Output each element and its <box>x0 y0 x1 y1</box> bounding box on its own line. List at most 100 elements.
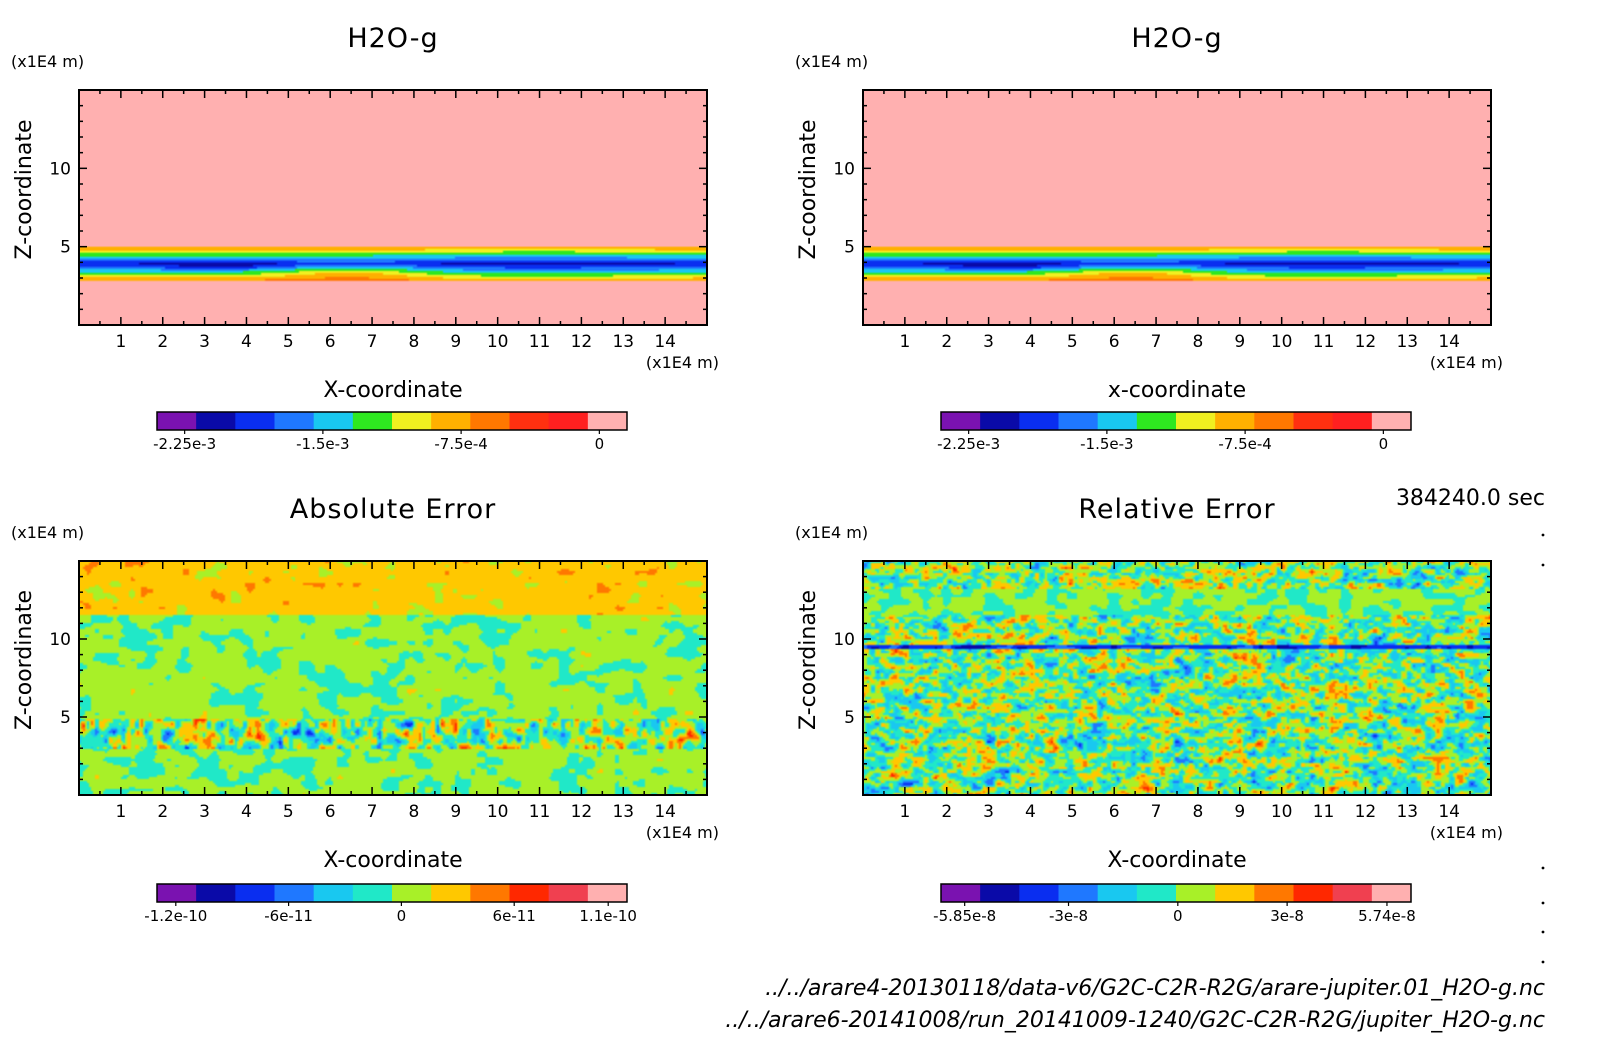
colorbar-tick-label: -5.85e-8 <box>933 907 996 925</box>
margin-dot <box>1541 930 1545 934</box>
chart-title: Absolute Error <box>290 494 496 525</box>
colorbar-swatch <box>313 412 354 430</box>
colorbar-swatch <box>392 884 432 902</box>
colorbar-swatch <box>1136 412 1177 430</box>
x-tick-label: 10 <box>487 332 509 352</box>
y-tick-label: 10 <box>833 630 855 650</box>
colorbar-swatch <box>941 884 981 902</box>
colorbar-swatch <box>1176 884 1216 902</box>
colorbar-swatch <box>470 884 510 902</box>
colorbar-swatch <box>196 884 236 902</box>
colorbar-tick-label: -2.25e-3 <box>937 435 1000 453</box>
x-tick-label: 4 <box>241 802 252 822</box>
colorbar-swatch <box>470 412 510 430</box>
chart-title: H2O-g <box>347 23 438 54</box>
colorbar-frame <box>940 411 1412 431</box>
colorbar-swatch <box>941 412 981 430</box>
y-axis-label: Z-coordinate <box>12 590 37 730</box>
colorbar-swatch <box>1215 412 1255 430</box>
colorbar-swatch <box>1293 412 1334 430</box>
colorbar-swatch <box>196 412 236 430</box>
heatmap-field <box>79 561 707 795</box>
x-tick-label: 9 <box>450 802 461 822</box>
chart-panel: H2O-g(x1E4 m)1 2 3 4 5 6 7 8 9 10 11 12 13 14(x1E4 m)… <box>11 23 719 453</box>
colorbar-swatch <box>1019 884 1059 902</box>
x-tick-label: 11 <box>1313 332 1335 352</box>
y-unit-label: (x1E4 m) <box>11 523 84 542</box>
x-tick-label: 7 <box>1151 802 1162 822</box>
colorbar-swatch <box>1293 884 1334 902</box>
x-unit-label: (x1E4 m) <box>1430 823 1503 842</box>
colorbar-swatch <box>1019 412 1059 430</box>
x-axis-label: X-coordinate <box>1107 848 1246 873</box>
x-tick-label: 2 <box>157 802 168 822</box>
y-unit-label: (x1E4 m) <box>795 52 868 71</box>
y-tick-label: 5 <box>60 238 71 258</box>
colorbar-tick-label: 0 <box>1173 907 1183 925</box>
x-tick-label: 14 <box>654 802 676 822</box>
colorbar-swatch <box>1254 884 1294 902</box>
x-tick-label: 4 <box>1025 332 1036 352</box>
y-unit-label: (x1E4 m) <box>11 52 84 71</box>
colorbar-swatch <box>157 884 197 902</box>
y-tick-label: 5 <box>60 708 71 728</box>
x-tick-label: 1 <box>115 332 126 352</box>
x-tick-label: 2 <box>157 332 168 352</box>
x-tick-label: 1 <box>899 802 910 822</box>
x-tick-label: 5 <box>1067 332 1078 352</box>
colorbar-swatch <box>274 884 315 902</box>
y-tick-label: 5 <box>844 708 855 728</box>
x-tick-label: 1 <box>899 332 910 352</box>
colorbar-swatch <box>1371 884 1412 902</box>
y-axis-label: Z-coordinate <box>12 120 37 260</box>
colorbar-swatch <box>1332 884 1373 902</box>
x-tick-label: 13 <box>612 802 634 822</box>
colorbar-swatch <box>1136 884 1177 902</box>
x-tick-label: 10 <box>1271 802 1293 822</box>
margin-dot <box>1541 563 1545 567</box>
colorbar-swatch <box>980 884 1020 902</box>
file-path-1: ../../arare4-20130118/data-v6/G2C-C2R-R2… <box>765 976 1545 1001</box>
colorbar-tick-label: 0 <box>1379 435 1389 453</box>
x-unit-label: (x1E4 m) <box>646 353 719 372</box>
x-unit-label: (x1E4 m) <box>646 823 719 842</box>
x-tick-label: 2 <box>941 802 952 822</box>
heatmap-field <box>79 90 707 325</box>
x-tick-label: 6 <box>1109 332 1120 352</box>
colorbar-tick-label: -2.25e-3 <box>153 435 216 453</box>
x-tick-label: 7 <box>1151 332 1162 352</box>
colorbar-swatch <box>157 412 197 430</box>
x-tick-label: 3 <box>199 332 210 352</box>
colorbar-tick-label: -7.5e-4 <box>434 435 487 453</box>
colorbar-tick-label: 6e-11 <box>493 907 536 925</box>
chart-panel: Relative Error(x1E4 m)1 2 3 4 5 6 7 8 9 10 11 12 13 1… <box>795 494 1503 925</box>
x-tick-label: 3 <box>983 802 994 822</box>
colorbar-tick-label: -6e-11 <box>264 907 313 925</box>
x-tick-label: 6 <box>325 332 336 352</box>
colorbar-swatch <box>548 884 589 902</box>
y-axis-label: Z-coordinate <box>796 120 821 260</box>
x-tick-label: 3 <box>983 332 994 352</box>
x-tick-label: 14 <box>654 332 676 352</box>
colorbar-swatch <box>352 412 393 430</box>
x-tick-label: 11 <box>529 802 551 822</box>
x-tick-label: 12 <box>571 802 593 822</box>
y-tick-label: 5 <box>844 238 855 258</box>
margin-dot <box>1541 901 1545 905</box>
colorbar-tick-label: 1.1e-10 <box>579 907 637 925</box>
x-tick-label: 13 <box>1396 802 1418 822</box>
x-unit-label: (x1E4 m) <box>1430 353 1503 372</box>
x-tick-label: 8 <box>409 332 420 352</box>
file-path-2: ../../arare6-20141008/run_20141009-1240/… <box>725 1008 1545 1033</box>
margin-dots <box>1541 533 1545 964</box>
x-tick-label: 9 <box>1234 802 1245 822</box>
chart-title: Relative Error <box>1078 494 1275 525</box>
x-tick-label: 5 <box>283 802 294 822</box>
colorbar-swatch <box>392 412 432 430</box>
colorbar-frame <box>940 883 1412 903</box>
x-tick-label: 14 <box>1438 802 1460 822</box>
colorbar-tick-label: -1.2e-10 <box>144 907 207 925</box>
colorbar-tick-label: 5.74e-8 <box>1358 907 1416 925</box>
y-tick-label: 10 <box>833 159 855 179</box>
